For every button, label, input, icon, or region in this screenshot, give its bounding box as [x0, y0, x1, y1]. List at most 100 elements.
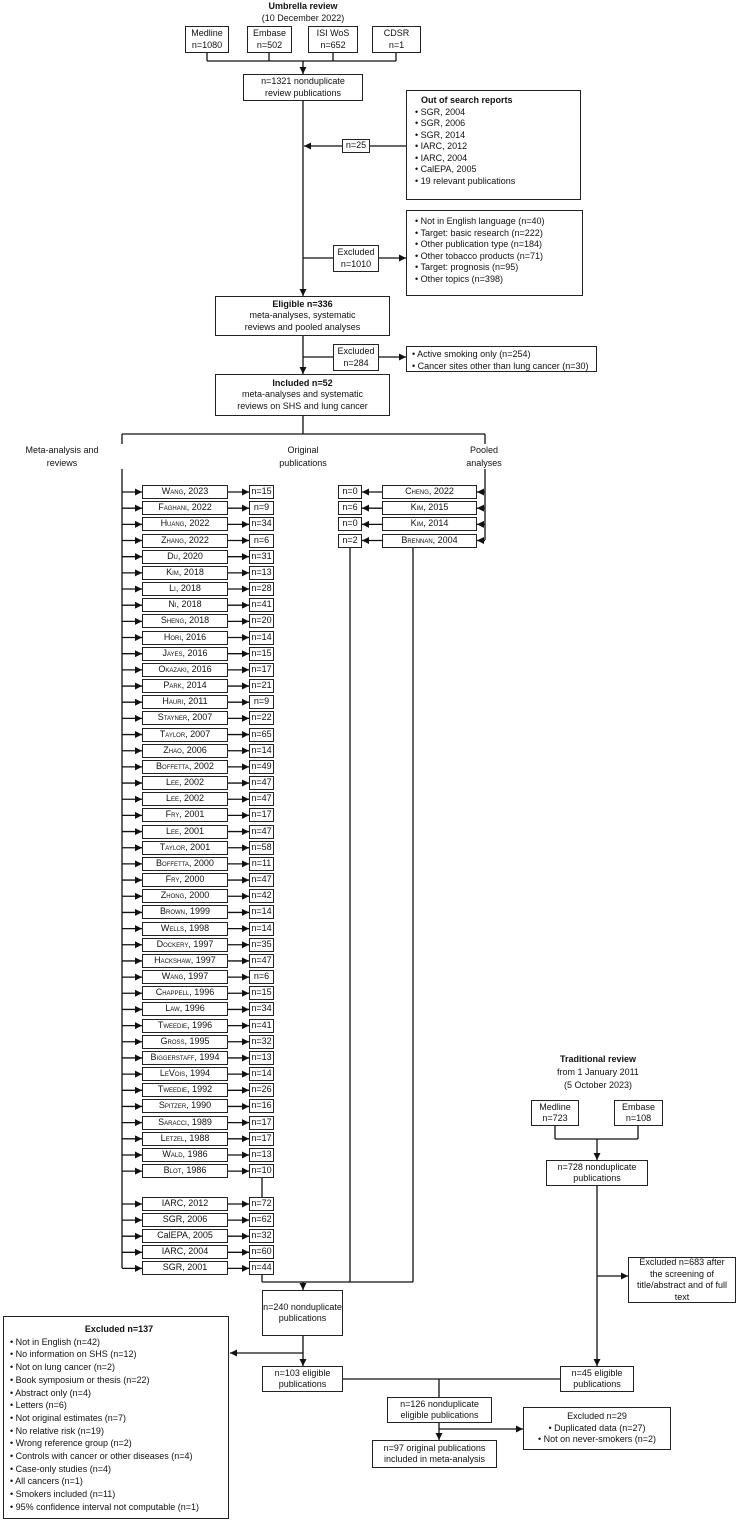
study-count-box: n=6	[249, 533, 274, 548]
nonduplicate-reviews-box: n=1321 nonduplicate review publications	[243, 74, 363, 101]
source-name: CDSR	[383, 28, 410, 38]
traditional-nonduplicate-box: n=728 nonduplicate publications	[546, 1160, 648, 1186]
study-box: Fry, 2001	[142, 808, 228, 823]
pooled-count-box: n=0	[338, 485, 362, 499]
umbrella-title: Umbrella review	[268, 1, 338, 11]
excluded-1010-list: Not in English language (n=40)Target: ba…	[415, 216, 545, 285]
source-medline: Medline n=1080	[185, 26, 229, 53]
study-box: Stayner, 2007	[142, 711, 228, 726]
list-item: No relative risk (n=19)	[10, 1425, 199, 1438]
study-box: IARC, 2012	[142, 1197, 228, 1211]
list-item: SGR, 2014	[415, 130, 515, 142]
study-count-box: n=15	[249, 986, 274, 1001]
study-count-box: n=60	[249, 1245, 274, 1260]
study-count-box: n=17	[249, 1131, 274, 1146]
source-cdsr: CDSR n=1	[372, 26, 421, 53]
study-box: Hauri, 2011	[142, 695, 228, 710]
source-name: Medline	[191, 28, 223, 38]
list-item: Other tobacco products (n=71)	[415, 251, 545, 263]
excluded-29-list: Duplicated data (n=27)Not on never-smoke…	[538, 1423, 656, 1446]
study-box: Boffetta, 2000	[142, 856, 228, 871]
traditional-from: from 1 January 2011	[557, 1067, 639, 1077]
pooled-study-box: Kim, 2014	[382, 517, 477, 532]
list-item: Other topics (n=398)	[415, 274, 545, 286]
list-item: Not original estimates (n=7)	[10, 1412, 199, 1425]
study-box: Spitzer, 1990	[142, 1099, 228, 1114]
study-count-box: n=26	[249, 1083, 274, 1098]
excluded-137-list: Not in English (n=42)No information on S…	[10, 1336, 199, 1514]
list-item: Smokers included (n=11)	[10, 1488, 199, 1501]
study-box: LeVois, 1994	[142, 1067, 228, 1082]
study-box: Wald, 1986	[142, 1147, 228, 1162]
study-count-box: n=47	[249, 776, 274, 791]
study-count-box: n=14	[249, 1067, 274, 1082]
study-box: Okazaki, 2016	[142, 662, 228, 677]
study-count-box: n=47	[249, 873, 274, 888]
study-count-box: n=58	[249, 840, 274, 855]
study-box: Li, 2018	[142, 582, 228, 597]
source-count: n=723	[542, 1113, 568, 1123]
source-name: Embase	[621, 1101, 656, 1112]
study-count-box: n=10	[249, 1164, 274, 1179]
out-of-search-count: n=25	[342, 139, 370, 153]
study-count-box: n=17	[249, 662, 274, 677]
study-box: Brown, 1999	[142, 905, 228, 920]
study-count-box: n=72	[249, 1197, 274, 1211]
study-count-box: n=15	[249, 485, 274, 499]
excluded-count: n=284	[343, 357, 369, 368]
study-box: Wells, 1998	[142, 921, 228, 936]
study-count-box: n=32	[249, 1229, 274, 1244]
list-item: Active smoking only (n=254)	[412, 349, 589, 361]
study-count-box: n=11	[249, 856, 274, 871]
excluded-137-box: Excluded n=137 Not in English (n=42)No i…	[3, 1316, 229, 1519]
list-item: 19 relevant publications	[415, 176, 516, 188]
n126-box: n=126 nonduplicate eligible publications	[387, 1397, 492, 1423]
n240-box: n=240 nonduplicate publications	[262, 1290, 343, 1336]
n103-box: n=103 eligible publications	[262, 1366, 343, 1392]
study-count-box: n=9	[249, 501, 274, 516]
list-item: Case-only studies (n=4)	[10, 1463, 199, 1476]
study-box: Fry, 2000	[142, 873, 228, 888]
study-count-box: n=34	[249, 517, 274, 532]
list-item: CalEPA, 2005	[415, 164, 515, 176]
study-box: Wang, 2023	[142, 485, 228, 499]
out-of-search-title: Out of search reports	[421, 95, 513, 105]
list-item: Duplicated data (n=27)	[538, 1423, 656, 1435]
source-name: Embase	[252, 28, 287, 38]
excluded-label: Excluded	[337, 247, 375, 257]
study-box: Lee, 2001	[142, 824, 228, 839]
pooled-count-box: n=2	[338, 533, 362, 548]
list-item: SGR, 2004	[415, 107, 515, 119]
study-box: CalEPA, 2005	[142, 1229, 228, 1244]
list-item: Other publication type (n=184)	[415, 239, 545, 251]
list-item: Letters (n=6)	[10, 1399, 199, 1412]
pooled-study-box: Brennan, 2004	[382, 533, 477, 548]
study-count-box: n=49	[249, 759, 274, 774]
study-count-box: n=35	[249, 937, 274, 952]
excluded-label: Excluded	[337, 346, 375, 356]
study-box: Chappell, 1996	[142, 986, 228, 1001]
study-box: Letzel, 1988	[142, 1131, 228, 1146]
excluded-137-title: Excluded n=137	[84, 1324, 154, 1334]
traditional-excluded-box: Excluded n=683 after the screening of ti…	[628, 1257, 736, 1303]
study-count-box: n=47	[249, 953, 274, 968]
study-count-box: n=47	[249, 824, 274, 839]
pooled-count-box: n=6	[338, 501, 362, 516]
excluded-29-box: Excluded n=29 Duplicated data (n=27)Not …	[523, 1407, 671, 1450]
excluded-1010-reasons: Not in English language (n=40)Target: ba…	[406, 210, 583, 296]
study-box: Taylor, 2001	[142, 840, 228, 855]
included-box: Included n=52 meta-analyses and systemati…	[215, 374, 390, 416]
column-original: Original publications	[279, 445, 327, 468]
study-box: Jayes, 2016	[142, 646, 228, 661]
source-count: n=1	[388, 39, 405, 50]
list-item: Book symposium or thesis (n=22)	[10, 1374, 199, 1387]
study-count-box: n=28	[249, 582, 274, 597]
eligible-title: Eligible n=336	[272, 298, 333, 309]
list-item: Controls with cancer or other diseases (…	[10, 1450, 199, 1463]
study-count-box: n=32	[249, 1034, 274, 1049]
traditional-title: Traditional review	[559, 1054, 637, 1064]
study-count-box: n=44	[249, 1261, 274, 1276]
list-item: 95% confidence interval not computable (…	[10, 1501, 199, 1514]
list-item: Abstract only (n=4)	[10, 1387, 199, 1400]
